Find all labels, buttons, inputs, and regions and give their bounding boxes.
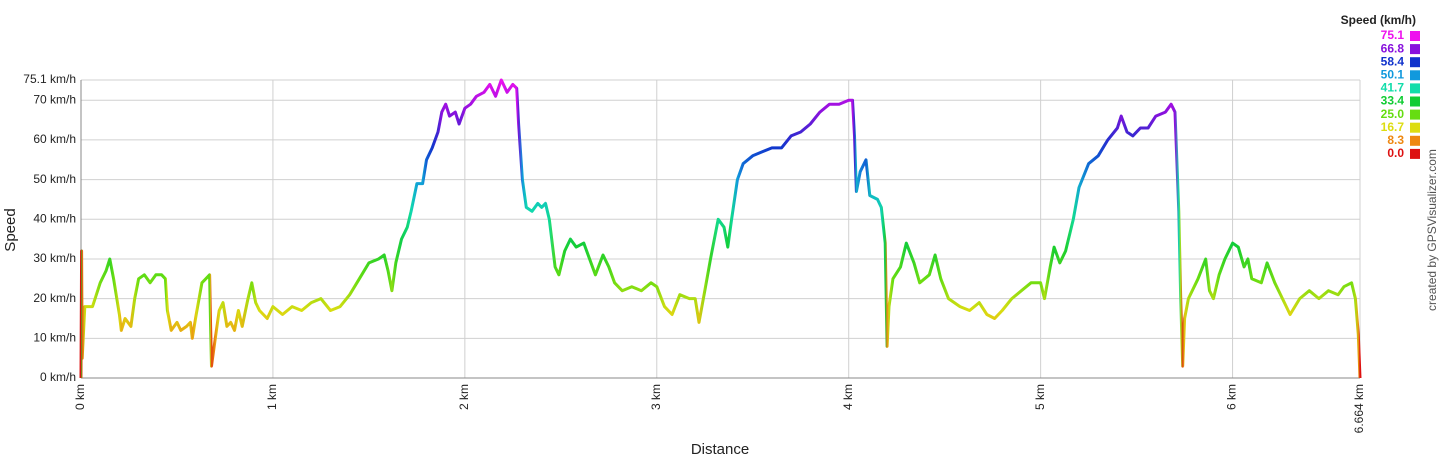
y-tick-label: 75.1 km/h bbox=[23, 72, 76, 86]
legend-label: 66.8 bbox=[1381, 41, 1405, 55]
legend-swatch bbox=[1410, 57, 1420, 68]
legend-label: 25.0 bbox=[1381, 107, 1405, 121]
x-tick-label: 5 km bbox=[1033, 384, 1047, 410]
legend-swatch bbox=[1410, 135, 1420, 146]
x-tick-label: 6.664 km bbox=[1352, 384, 1366, 433]
legend-label: 41.7 bbox=[1381, 81, 1405, 95]
x-tick-label: 4 km bbox=[841, 384, 855, 410]
y-tick-label: 40 km/h bbox=[33, 211, 76, 225]
legend-swatch bbox=[1410, 31, 1420, 41]
y-tick-label: 0 km/h bbox=[40, 370, 76, 384]
x-tick-label: 6 km bbox=[1225, 384, 1239, 410]
legend-label: 8.3 bbox=[1387, 133, 1404, 147]
legend-label: 33.4 bbox=[1381, 94, 1405, 108]
legend-swatch bbox=[1410, 96, 1420, 107]
x-tick-label: 3 km bbox=[649, 384, 663, 410]
legend-label: 16.7 bbox=[1381, 120, 1405, 134]
y-tick-label: 70 km/h bbox=[33, 92, 76, 106]
x-axis-label: Distance bbox=[691, 441, 749, 458]
legend-swatch bbox=[1410, 109, 1420, 120]
legend-swatch bbox=[1410, 122, 1420, 133]
y-tick-label: 30 km/h bbox=[33, 251, 76, 265]
y-tick-label: 20 km/h bbox=[33, 291, 76, 305]
y-tick-label: 10 km/h bbox=[33, 330, 76, 344]
legend-swatch bbox=[1410, 70, 1420, 81]
x-tick-label: 0 km bbox=[73, 384, 87, 410]
legend-label: 75.1 bbox=[1381, 28, 1405, 42]
speed-line bbox=[79, 78, 1362, 379]
y-tick-label: 60 km/h bbox=[33, 132, 76, 146]
y-tick-label: 50 km/h bbox=[33, 172, 76, 186]
legend-swatch bbox=[1410, 44, 1420, 55]
x-tick-label: 1 km bbox=[265, 384, 279, 410]
y-axis-label: Speed bbox=[2, 208, 19, 251]
legend-swatch bbox=[1410, 83, 1420, 94]
legend-label: 58.4 bbox=[1381, 54, 1405, 68]
x-tick-label: 2 km bbox=[457, 384, 471, 410]
credit: created by GPSVisualizer.com bbox=[1425, 149, 1439, 311]
legend-swatch bbox=[1410, 148, 1420, 159]
legend-label: 50.1 bbox=[1381, 67, 1405, 81]
legend-title: Speed (km/h) bbox=[1341, 13, 1416, 27]
legend-label: 0.0 bbox=[1387, 146, 1404, 160]
